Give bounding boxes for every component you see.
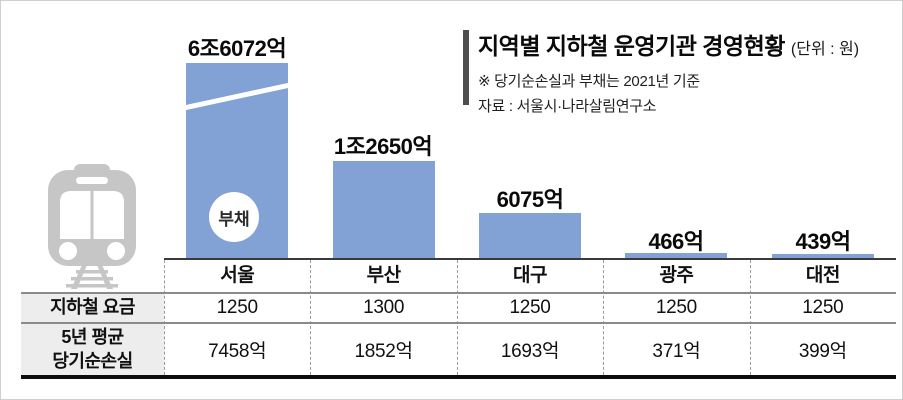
bar-daegu <box>479 213 581 258</box>
chart-footnote: ※ 당기순손실과 부채는 2021년 기준 <box>478 73 700 90</box>
fare-cell-seoul: 1250 <box>216 297 258 318</box>
loss-cell-gwangju: 371억 <box>652 341 701 362</box>
bar-value-daegu: 6075억 <box>496 187 564 212</box>
bar-value-seoul: 6조6072억 <box>187 36 287 61</box>
column-separator <box>310 260 311 375</box>
x-axis-line <box>164 258 896 260</box>
unit-label: (단위 : 원) <box>790 41 860 58</box>
loss-cell-busan: 1852억 <box>354 341 413 362</box>
fare-cell-busan: 1300 <box>363 297 405 318</box>
bar-value-busan: 1조2650억 <box>333 134 433 159</box>
debt-annotation-badge: 부채 <box>209 192 259 242</box>
loss-cell-daegu: 1693억 <box>500 341 560 362</box>
loss-cell-daejeon: 399억 <box>798 341 847 362</box>
category-label-daegu: 대구 <box>513 265 547 286</box>
chart-title: 지역별 지하철 운영기관 경영현황 <box>478 33 785 59</box>
train-headlight-left <box>59 242 77 260</box>
title-row: 지역별 지하철 운영기관 경영현황 (단위 : 원) <box>478 27 859 61</box>
bar-gwangju <box>625 253 727 258</box>
train-headlight-right <box>107 242 125 260</box>
train-tie-2 <box>71 277 113 281</box>
column-separator <box>603 260 604 375</box>
train-destination-sign <box>76 177 108 184</box>
train-tie-1 <box>76 270 108 274</box>
train-windshield-divider <box>90 191 94 239</box>
chart-header: 지역별 지하철 운영기관 경영현황 (단위 : 원) ※ 당기순손실과 부채는 2… <box>463 27 859 116</box>
loss-row: 7458억 1852억 1693억 371억 399억 <box>164 324 896 375</box>
loss-row-label: 5년 평균 당기순손실 <box>52 327 133 371</box>
fare-row: 1250 1300 1250 1250 1250 <box>164 294 896 322</box>
bar-busan <box>333 161 435 258</box>
category-label-seoul: 서울 <box>220 265 255 286</box>
loss-cell-seoul: 7458억 <box>208 341 267 362</box>
fare-cell-daegu: 1250 <box>509 297 551 318</box>
table-top-border <box>21 292 896 294</box>
fare-cell-daejeon: 1250 <box>802 297 844 318</box>
category-label-busan: 부산 <box>366 265 401 286</box>
chart-source: 자료 : 서울시·나라살림연구소 <box>478 98 657 115</box>
fare-cell-gwangju: 1250 <box>655 297 697 318</box>
bar-value-gwangju: 466억 <box>648 229 704 254</box>
bar-value-daejeon: 439억 <box>795 229 851 254</box>
column-separator <box>457 260 458 375</box>
category-label-daejeon: 대전 <box>805 265 840 286</box>
column-separator <box>164 260 165 375</box>
header-accent-bar <box>463 30 469 105</box>
column-separator <box>750 260 751 375</box>
category-row: 서울 부산 대구 광주 대전 <box>164 261 896 291</box>
bar-daejeon <box>772 254 874 258</box>
category-label-gwangju: 광주 <box>659 265 694 286</box>
subway-train-front-icon <box>48 164 136 289</box>
table-bottom-border <box>21 375 896 379</box>
table-label-column-background <box>21 293 164 375</box>
train-tie-3 <box>66 284 118 288</box>
table-row-divider <box>21 322 896 324</box>
fare-row-label: 지하철 요금 <box>50 297 135 318</box>
header-text: 지역별 지하철 운영기관 경영현황 (단위 : 원) ※ 당기순손실과 부채는 2… <box>478 27 859 116</box>
